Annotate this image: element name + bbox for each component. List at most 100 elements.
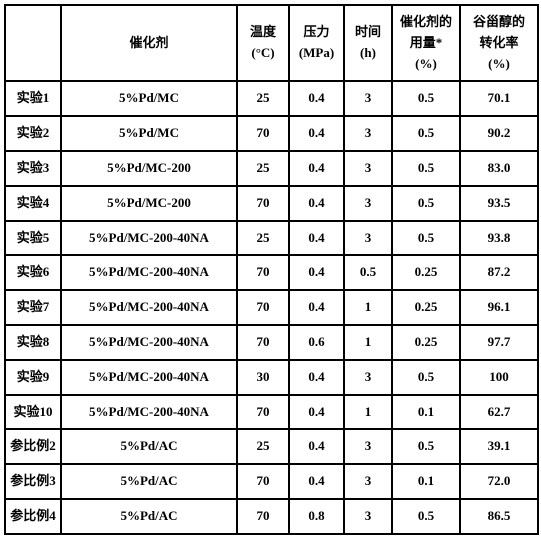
header-dosage-text2: 用量* [410,35,443,50]
header-time-unit: (h) [360,45,376,60]
cell-conversion: 72.0 [460,464,538,499]
cell-pressure: 0.4 [289,464,344,499]
cell-catalyst: 5%Pd/MC-200 [61,186,237,221]
cell-temp: 70 [237,186,289,221]
header-conversion-unit: (%) [488,56,510,71]
cell-label: 实验5 [5,221,61,256]
cell-temp: 25 [237,429,289,464]
cell-catalyst: 5%Pd/AC [61,429,237,464]
cell-pressure: 0.8 [289,499,344,534]
cell-time: 1 [344,395,392,430]
table-row: 实验105%Pd/MC-200-40NA700.410.162.7 [5,395,538,430]
cell-temp: 25 [237,221,289,256]
header-conversion-text2: 转化率 [479,35,518,50]
header-pressure-unit: (MPa) [299,45,334,60]
cell-time: 3 [344,186,392,221]
cell-conversion: 83.0 [460,151,538,186]
header-conversion: 谷甾醇的 转化率 (%) [460,5,538,81]
cell-conversion: 39.1 [460,429,538,464]
cell-label: 实验2 [5,116,61,151]
cell-pressure: 0.4 [289,255,344,290]
cell-dosage: 0.5 [392,81,460,116]
cell-pressure: 0.4 [289,429,344,464]
cell-pressure: 0.4 [289,81,344,116]
cell-dosage: 0.5 [392,221,460,256]
table-row: 参比例25%Pd/AC250.430.539.1 [5,429,538,464]
cell-time: 3 [344,151,392,186]
cell-time: 3 [344,429,392,464]
cell-time: 3 [344,221,392,256]
cell-catalyst: 5%Pd/MC-200-40NA [61,395,237,430]
cell-pressure: 0.4 [289,221,344,256]
cell-pressure: 0.4 [289,186,344,221]
cell-conversion: 96.1 [460,290,538,325]
cell-time: 3 [344,464,392,499]
cell-temp: 30 [237,360,289,395]
cell-label: 实验8 [5,325,61,360]
cell-dosage: 0.25 [392,290,460,325]
table-row: 实验75%Pd/MC-200-40NA700.410.2596.1 [5,290,538,325]
cell-catalyst: 5%Pd/AC [61,499,237,534]
cell-label: 参比例4 [5,499,61,534]
table-row: 实验55%Pd/MC-200-40NA250.430.593.8 [5,221,538,256]
table-row: 实验95%Pd/MC-200-40NA300.430.5100 [5,360,538,395]
cell-label: 实验9 [5,360,61,395]
cell-conversion: 90.2 [460,116,538,151]
cell-conversion: 86.5 [460,499,538,534]
cell-label: 实验7 [5,290,61,325]
table-row: 实验65%Pd/MC-200-40NA700.40.50.2587.2 [5,255,538,290]
cell-dosage: 0.5 [392,499,460,534]
cell-conversion: 93.8 [460,221,538,256]
cell-time: 3 [344,116,392,151]
cell-temp: 70 [237,255,289,290]
cell-conversion: 62.7 [460,395,538,430]
cell-pressure: 0.4 [289,290,344,325]
cell-catalyst: 5%Pd/MC [61,81,237,116]
cell-temp: 25 [237,81,289,116]
header-time-text: 时间 [355,24,381,39]
table-header-row: 催化剂 温度 (°C) 压力 (MPa) 时间 (h) 催化剂的 用量* (%)… [5,5,538,81]
table-row: 实验35%Pd/MC-200250.430.583.0 [5,151,538,186]
cell-conversion: 100 [460,360,538,395]
header-dosage: 催化剂的 用量* (%) [392,5,460,81]
header-time: 时间 (h) [344,5,392,81]
cell-dosage: 0.1 [392,395,460,430]
table-row: 参比例35%Pd/AC700.430.172.0 [5,464,538,499]
cell-temp: 70 [237,116,289,151]
cell-dosage: 0.5 [392,151,460,186]
cell-temp: 25 [237,151,289,186]
cell-dosage: 0.1 [392,464,460,499]
cell-label: 实验4 [5,186,61,221]
cell-temp: 70 [237,325,289,360]
cell-time: 3 [344,81,392,116]
header-pressure-text: 压力 [303,24,329,39]
cell-time: 1 [344,325,392,360]
cell-pressure: 0.4 [289,116,344,151]
cell-conversion: 93.5 [460,186,538,221]
cell-dosage: 0.25 [392,255,460,290]
cell-pressure: 0.4 [289,360,344,395]
cell-time: 3 [344,499,392,534]
cell-pressure: 0.6 [289,325,344,360]
table-row: 实验15%Pd/MC250.430.570.1 [5,81,538,116]
cell-catalyst: 5%Pd/AC [61,464,237,499]
cell-dosage: 0.5 [392,429,460,464]
cell-dosage: 0.5 [392,360,460,395]
cell-catalyst: 5%Pd/MC-200-40NA [61,290,237,325]
cell-dosage: 0.25 [392,325,460,360]
header-pressure: 压力 (MPa) [289,5,344,81]
cell-label: 实验6 [5,255,61,290]
cell-temp: 70 [237,464,289,499]
table-row: 实验45%Pd/MC-200700.430.593.5 [5,186,538,221]
cell-conversion: 87.2 [460,255,538,290]
cell-label: 参比例2 [5,429,61,464]
cell-label: 实验3 [5,151,61,186]
cell-label: 参比例3 [5,464,61,499]
cell-time: 1 [344,290,392,325]
header-dosage-text1: 催化剂的 [400,14,452,29]
cell-pressure: 0.4 [289,395,344,430]
cell-temp: 70 [237,290,289,325]
header-temp-unit: (°C) [251,45,274,60]
cell-dosage: 0.5 [392,116,460,151]
catalyst-experiment-table: 催化剂 温度 (°C) 压力 (MPa) 时间 (h) 催化剂的 用量* (%)… [4,4,539,535]
